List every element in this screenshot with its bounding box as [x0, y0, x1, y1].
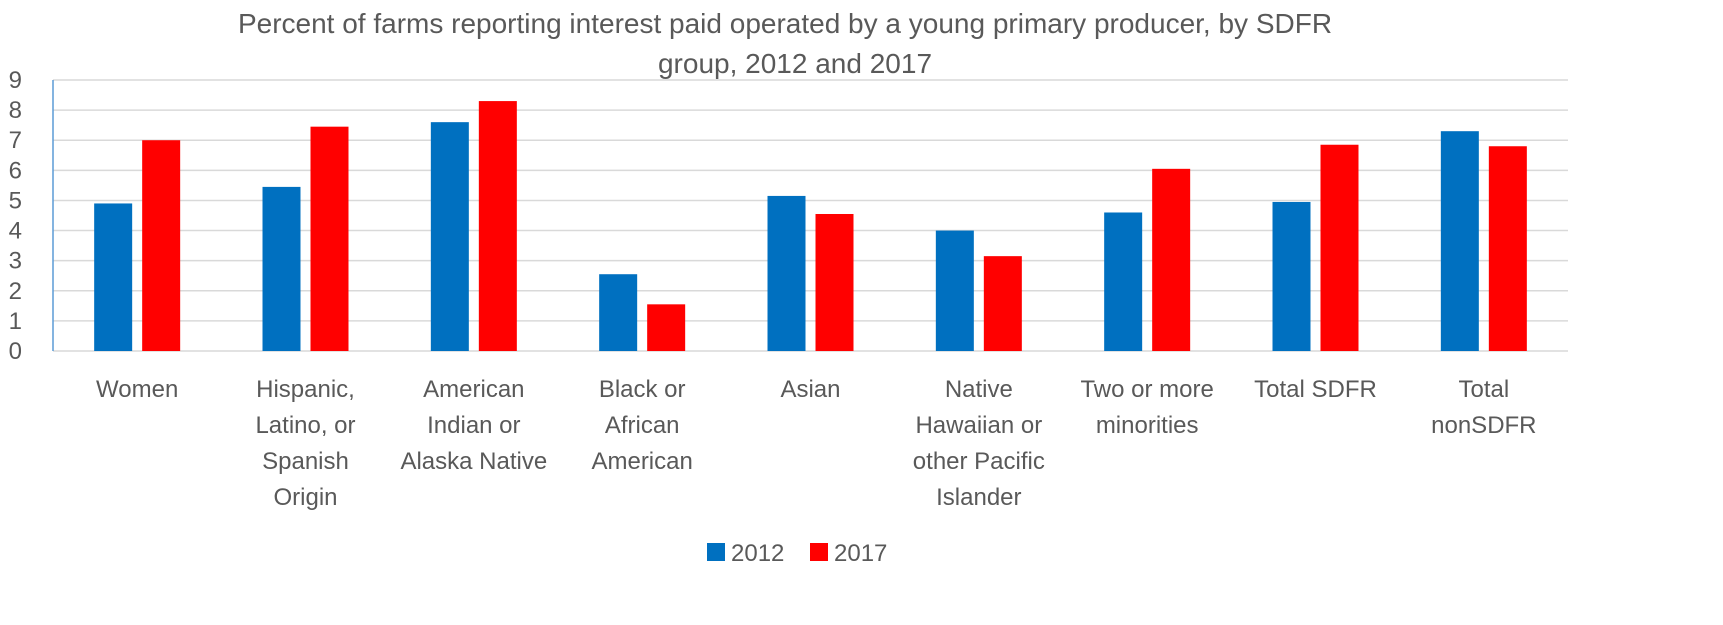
x-category-label-line: Hispanic, — [256, 376, 355, 403]
x-category-label: Total nonSDFR — [1431, 376, 1536, 439]
y-tick-label: 0 — [9, 338, 22, 365]
bar-2012-2 — [430, 122, 469, 352]
bar-2017-7 — [1320, 144, 1359, 351]
y-tick-label: 9 — [9, 67, 22, 94]
x-category-label-line: Alaska Native — [400, 448, 547, 475]
x-axis-categories: Women Hispanic, Latino, or Spanish Origin Ame… — [96, 376, 1536, 511]
bar-2012-7 — [1272, 201, 1311, 351]
x-category-label-line: Total — [1458, 376, 1509, 403]
x-category-label: Native Hawaiian or other Pacific Islander — [913, 376, 1045, 511]
x-category-label-line: Origin — [273, 484, 337, 511]
bar-2012-8 — [1440, 131, 1479, 351]
x-category-label-line: Black or — [599, 376, 686, 403]
x-category-label: Black or African American — [591, 376, 692, 475]
x-category-label: Asian — [780, 376, 840, 403]
x-category-label-line: Indian or — [427, 412, 520, 439]
bar-2012-3 — [599, 274, 638, 351]
x-category-label-line: American — [423, 376, 524, 403]
x-category-label-line: minorities — [1096, 412, 1199, 439]
bar-2017-1 — [310, 126, 349, 351]
bars — [94, 101, 1527, 352]
bar-2017-4 — [815, 213, 854, 351]
bar-2012-1 — [262, 186, 301, 351]
legend-swatch-2012 — [707, 543, 725, 561]
chart-title-line-2: group, 2012 and 2017 — [658, 48, 932, 79]
x-category-label-line: American — [591, 448, 692, 475]
bar-2017-8 — [1488, 146, 1527, 351]
chart-title: Percent of farms reporting interest paid… — [238, 8, 1332, 79]
x-category-label: Women — [96, 376, 178, 403]
bar-2017-3 — [647, 304, 686, 351]
y-tick-label: 5 — [9, 187, 22, 214]
y-tick-label: 2 — [9, 278, 22, 305]
bar-2017-5 — [983, 256, 1022, 351]
bar-2012-5 — [935, 230, 974, 351]
chart-title-line-1: Percent of farms reporting interest paid… — [238, 8, 1332, 39]
x-category-label-line: Native — [945, 376, 1013, 403]
bar-2012-4 — [767, 195, 806, 351]
y-tick-label: 4 — [9, 218, 22, 245]
legend-label-2017: 2017 — [834, 540, 887, 567]
x-category-label-line: Women — [96, 376, 178, 403]
y-tick-label: 6 — [9, 157, 22, 184]
x-category-label-line: Two or more — [1080, 376, 1213, 403]
bar-2017-6 — [1152, 168, 1191, 351]
gridlines — [53, 79, 1568, 352]
y-tick-label: 8 — [9, 97, 22, 124]
x-category-label-line: Spanish — [262, 448, 349, 475]
bar-2012-0 — [94, 203, 133, 351]
x-category-label: Two or more minorities — [1080, 376, 1213, 439]
x-category-label: Hispanic, Latino, or Spanish Origin — [255, 376, 355, 511]
x-category-label-line: other Pacific — [913, 448, 1045, 475]
bar-2012-6 — [1104, 212, 1143, 351]
y-tick-label: 1 — [9, 308, 22, 335]
x-category-label-line: Latino, or — [255, 412, 355, 439]
y-tick-label: 3 — [9, 248, 22, 275]
y-axis-ticks: 0 1 2 3 4 5 6 7 8 9 — [9, 67, 22, 365]
legend-swatch-2017 — [810, 543, 828, 561]
x-category-label-line: nonSDFR — [1431, 412, 1536, 439]
y-tick-label: 7 — [9, 127, 22, 154]
x-category-label: American Indian or Alaska Native — [400, 376, 547, 475]
legend-label-2012: 2012 — [731, 540, 784, 567]
legend: 2012 2017 — [707, 540, 887, 567]
x-category-label-line: Islander — [936, 484, 1021, 511]
x-category-label: Total SDFR — [1254, 376, 1377, 403]
x-category-label-line: Hawaiian or — [915, 412, 1042, 439]
bar-2017-0 — [142, 140, 181, 351]
x-category-label-line: Total SDFR — [1254, 376, 1377, 403]
x-category-label-line: Asian — [780, 376, 840, 403]
x-category-label-line: African — [605, 412, 680, 439]
bar-2017-2 — [478, 101, 517, 351]
